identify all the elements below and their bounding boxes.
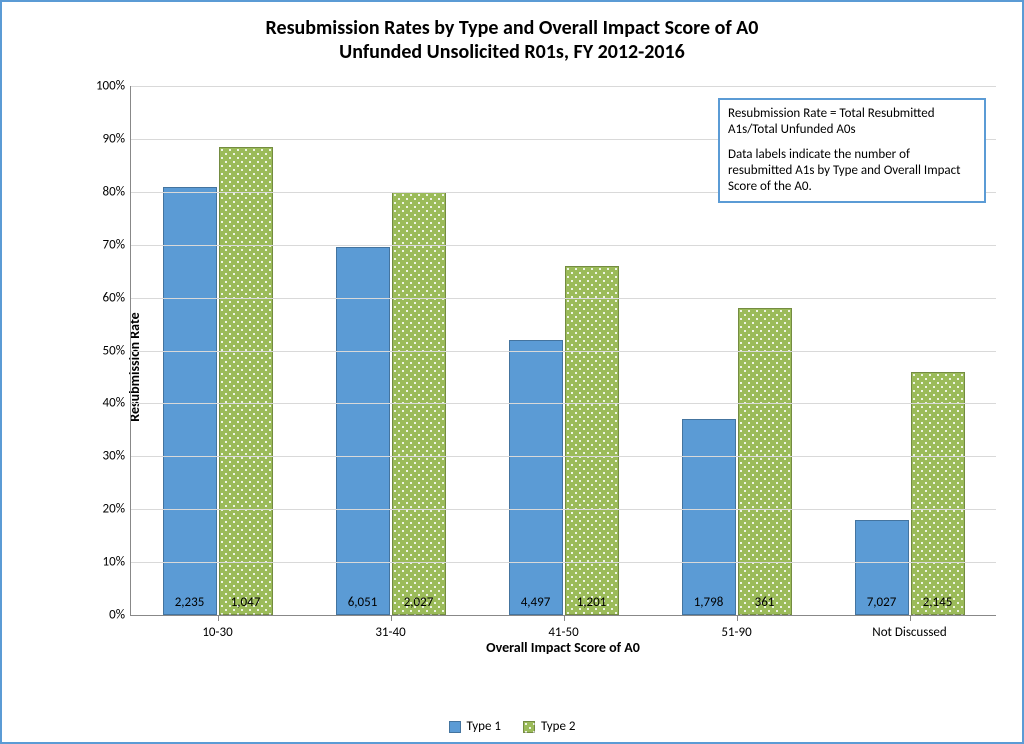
bar: 7,027 [855,520,909,615]
chart-frame: Resubmission Rates by Type and Overall I… [0,0,1024,744]
y-tick-label: 80% [103,184,131,199]
info-box: Resubmission Rate = Total Resubmitted A1… [718,98,986,203]
bar: 2,235 [163,187,217,615]
gridline [131,456,996,457]
legend: Type 1 Type 2 [2,719,1022,734]
chart-title-line2: Unfunded Unsolicited R01s, FY 2012-2016 [20,40,1004,64]
y-tick-label: 50% [103,343,131,358]
legend-swatch [523,721,535,733]
x-axis-label: Overall Impact Score of A0 [130,639,996,656]
x-tick-row: 10-3031-4041-5051-90Not Discussed [131,615,996,640]
x-tick-label: Not Discussed [823,615,996,640]
info-box-p1: Resubmission Rate = Total Resubmitted A1… [728,106,976,139]
bar-data-label: 2,027 [404,595,434,610]
bar-data-label: 1,047 [231,595,261,610]
y-tick-label: 90% [103,131,131,146]
gridline [131,509,996,510]
x-tick-label: 41-50 [477,615,650,640]
x-tick-label: 10-30 [131,615,304,640]
bar-data-label: 1,798 [694,595,724,610]
bar-data-label: 7,027 [867,595,897,610]
y-tick-label: 40% [103,396,131,411]
bar-data-label: 6,051 [348,595,378,610]
gridline [131,351,996,352]
x-tick-label: 51-90 [650,615,823,640]
info-box-p2: Data labels indicate the number of resub… [728,147,976,196]
y-tick-label: 100% [96,79,131,94]
y-tick-label: 70% [103,237,131,252]
bar: 4,497 [509,340,563,615]
y-tick-label: 20% [103,502,131,517]
bar: 1,798 [682,419,736,615]
bar-data-label: 4,497 [521,595,551,610]
x-tick-label: 31-40 [304,615,477,640]
bar-data-label: 361 [755,595,775,610]
bar-data-label: 1,201 [577,595,607,610]
legend-label: Type 2 [541,719,575,734]
bar-data-label: 2,145 [923,595,953,610]
gridline [131,298,996,299]
gridline [131,403,996,404]
y-tick-label: 10% [103,555,131,570]
y-tick-label: 60% [103,290,131,305]
gridline [131,245,996,246]
bar-data-label: 2,235 [175,595,205,610]
bar: 361 [738,308,792,615]
bar: 2,145 [911,372,965,615]
legend-item: Type 2 [523,719,575,734]
gridline [131,86,996,87]
legend-item: Type 1 [449,719,501,734]
chart-title-line1: Resubmission Rates by Type and Overall I… [20,16,1004,40]
y-tick-label: 30% [103,449,131,464]
bar: 1,047 [219,147,273,615]
chart-title: Resubmission Rates by Type and Overall I… [20,16,1004,64]
bar: 6,051 [336,247,390,615]
legend-label: Type 1 [467,719,501,734]
legend-swatch [449,721,461,733]
y-tick-label: 0% [109,608,131,623]
gridline [131,562,996,563]
